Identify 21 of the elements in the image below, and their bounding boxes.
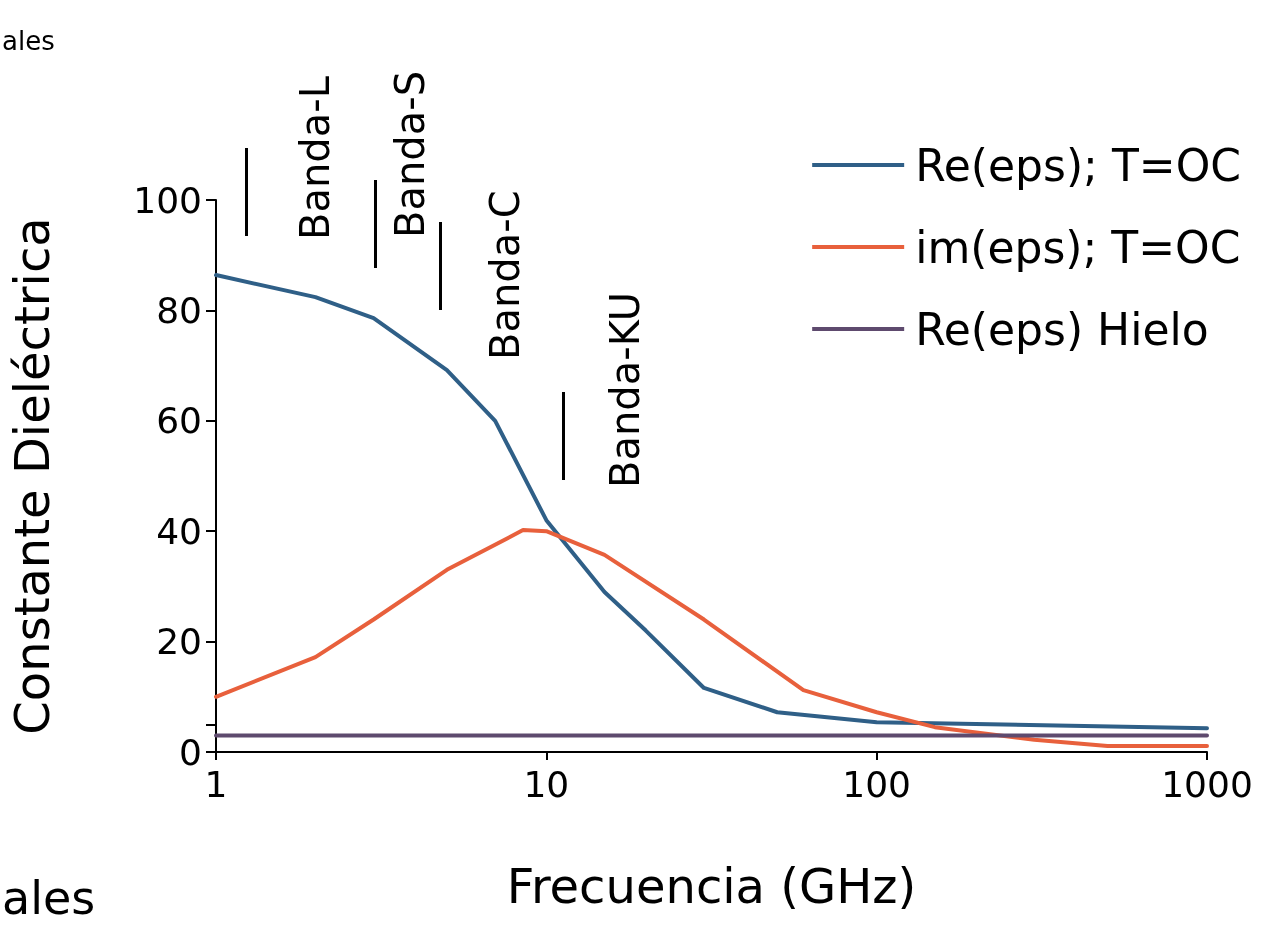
- x-tick-label: 10: [523, 763, 570, 805]
- y-tick-label: 60: [156, 400, 202, 442]
- y-tick-label: 80: [156, 289, 202, 331]
- x-tick-label: 1: [204, 763, 228, 805]
- y-tick-label: 100: [133, 179, 202, 221]
- text: ales: [2, 871, 96, 925]
- text: ales: [2, 26, 55, 56]
- x-tick-label: 100: [842, 763, 912, 805]
- annotation: Banda-C: [482, 190, 528, 360]
- x-tick-label: 1000: [1161, 763, 1253, 805]
- legend-label: Re(eps) Hielo: [915, 303, 1209, 355]
- y-tick-label: 40: [156, 510, 202, 552]
- y-tick-label: 0: [179, 731, 202, 773]
- annotation: Banda-S: [387, 70, 433, 238]
- legend-label: im(eps); T=OC: [915, 221, 1241, 273]
- annotation: Banda-L: [292, 76, 338, 240]
- legend-label: Re(eps); T=OC: [915, 139, 1242, 191]
- y-tick-label: 20: [156, 621, 202, 663]
- x-axis-title: Frecuencia (GHz): [506, 858, 917, 914]
- y-axis-title: Constante Dieléctrica: [4, 217, 60, 735]
- annotation: Banda-KU: [602, 291, 648, 488]
